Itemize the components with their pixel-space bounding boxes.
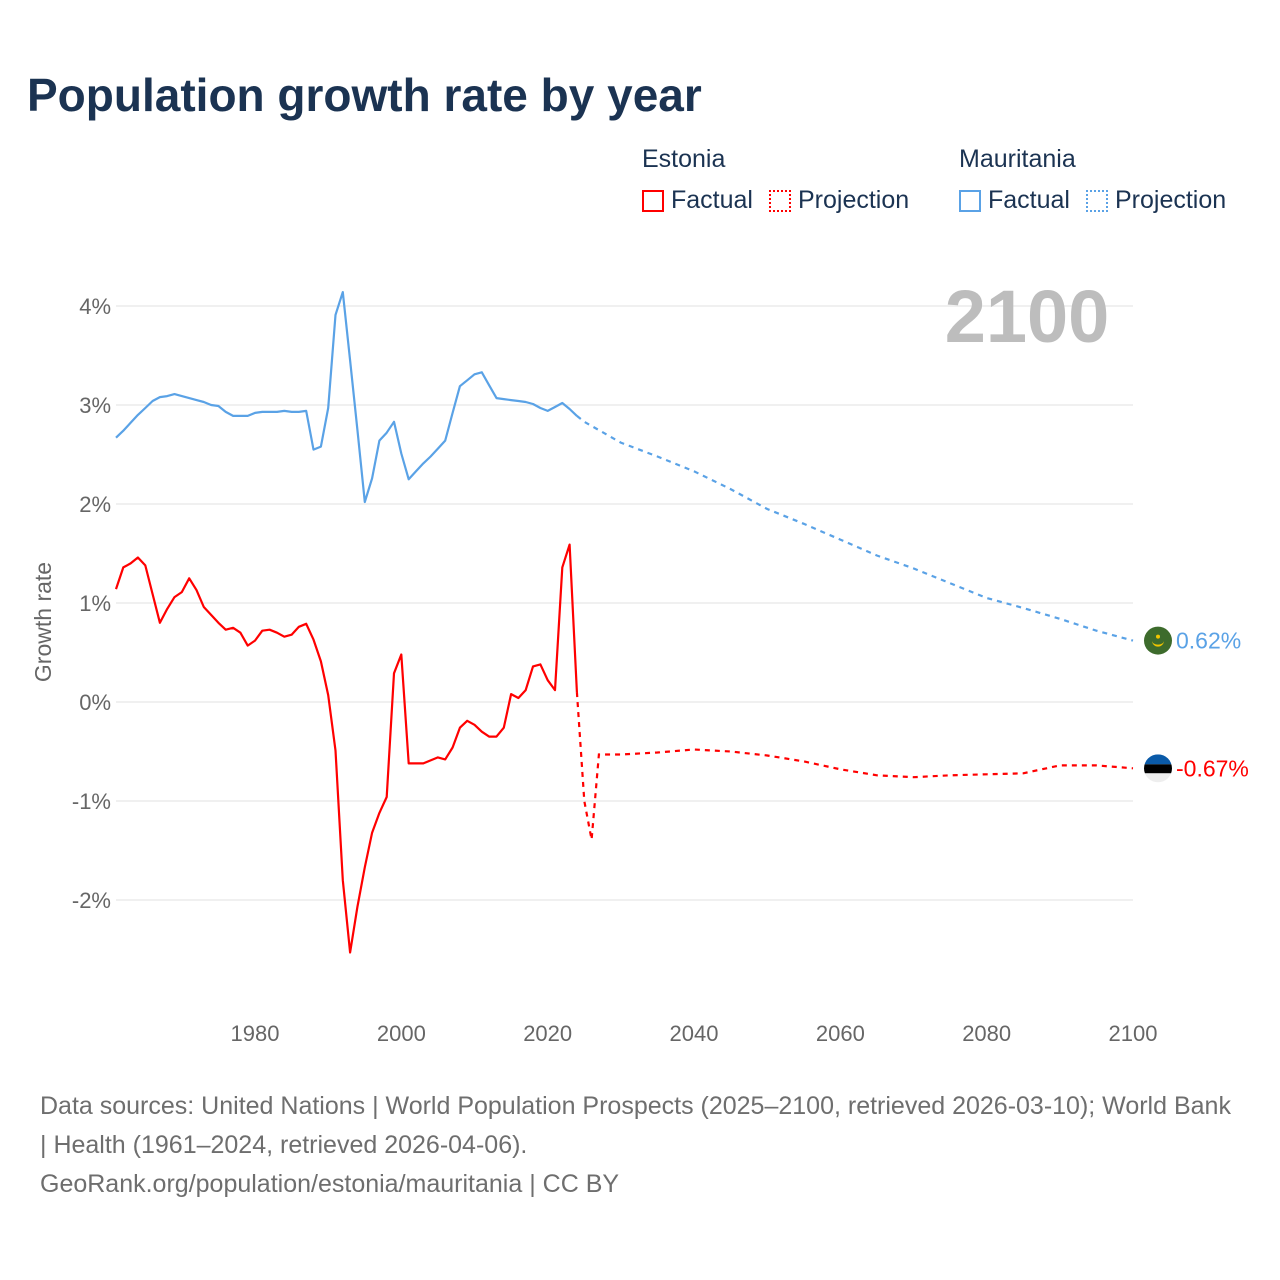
source-link[interactable]: GeoRank.org/population/estonia/mauritani… xyxy=(40,1170,620,1198)
legend-label: Projection xyxy=(797,186,910,214)
chart-title: Population growth rate by year xyxy=(27,69,702,121)
data-sources: Data sources: United Nations | World Pop… xyxy=(40,1092,1231,1159)
x-tick-label: 2040 xyxy=(670,1021,719,1046)
mauritania-factual-line xyxy=(115,291,578,504)
y-tick-label: 3% xyxy=(79,393,111,418)
legend-country-estonia: Estonia xyxy=(642,145,726,173)
y-tick-label: -2% xyxy=(72,888,111,913)
dotted-line-swatch-icon xyxy=(1085,189,1108,212)
legend-group-mauritania: Mauritania Factual Projection xyxy=(959,145,1226,215)
estonia-factual-line xyxy=(114,543,578,954)
y-tick-label: 2% xyxy=(79,492,111,517)
mauritania-end-value: 0.62% xyxy=(1176,628,1241,654)
footer: Data sources: United Nations | World Pop… xyxy=(40,1087,1240,1204)
legend-group-estonia: Estonia Factual Projection xyxy=(642,145,909,215)
legend-mauritania-factual[interactable]: Factual xyxy=(959,186,1070,215)
x-tick-label: 1980 xyxy=(231,1021,280,1046)
y-tick-label: 0% xyxy=(79,690,111,715)
legend-country-mauritania: Mauritania xyxy=(959,145,1076,173)
x-tick-label: 2060 xyxy=(816,1021,865,1046)
x-tick-label: 2020 xyxy=(523,1021,572,1046)
mauritania-flag-icon xyxy=(1144,626,1172,655)
estonia-projection-line xyxy=(575,692,1134,840)
x-tick-label: 2080 xyxy=(962,1021,1011,1046)
estonia-flag-icon xyxy=(1144,754,1172,783)
x-tick-label: 2100 xyxy=(1109,1021,1158,1046)
legend-estonia-factual[interactable]: Factual xyxy=(642,186,753,215)
estonia-end-value: -0.67% xyxy=(1176,755,1249,781)
legend-label: Projection xyxy=(1114,186,1227,214)
mauritania-projection-line xyxy=(576,415,1134,642)
y-tick-label: -1% xyxy=(72,789,111,814)
legend-label: Factual xyxy=(671,186,753,214)
legend-mauritania-projection[interactable]: Projection xyxy=(1085,186,1227,215)
x-tick-label: 2000 xyxy=(377,1021,426,1046)
legend-label: Factual xyxy=(988,186,1070,214)
y-tick-label: 4% xyxy=(79,294,111,319)
dotted-line-swatch-icon xyxy=(768,189,791,212)
y-tick-label: 1% xyxy=(79,591,111,616)
solid-line-swatch-icon xyxy=(959,189,981,212)
solid-line-swatch-icon xyxy=(642,189,664,212)
y-axis-label: Growth rate xyxy=(30,562,56,682)
year-label: 2100 xyxy=(945,275,1110,358)
legend-estonia-projection[interactable]: Projection xyxy=(768,186,910,215)
